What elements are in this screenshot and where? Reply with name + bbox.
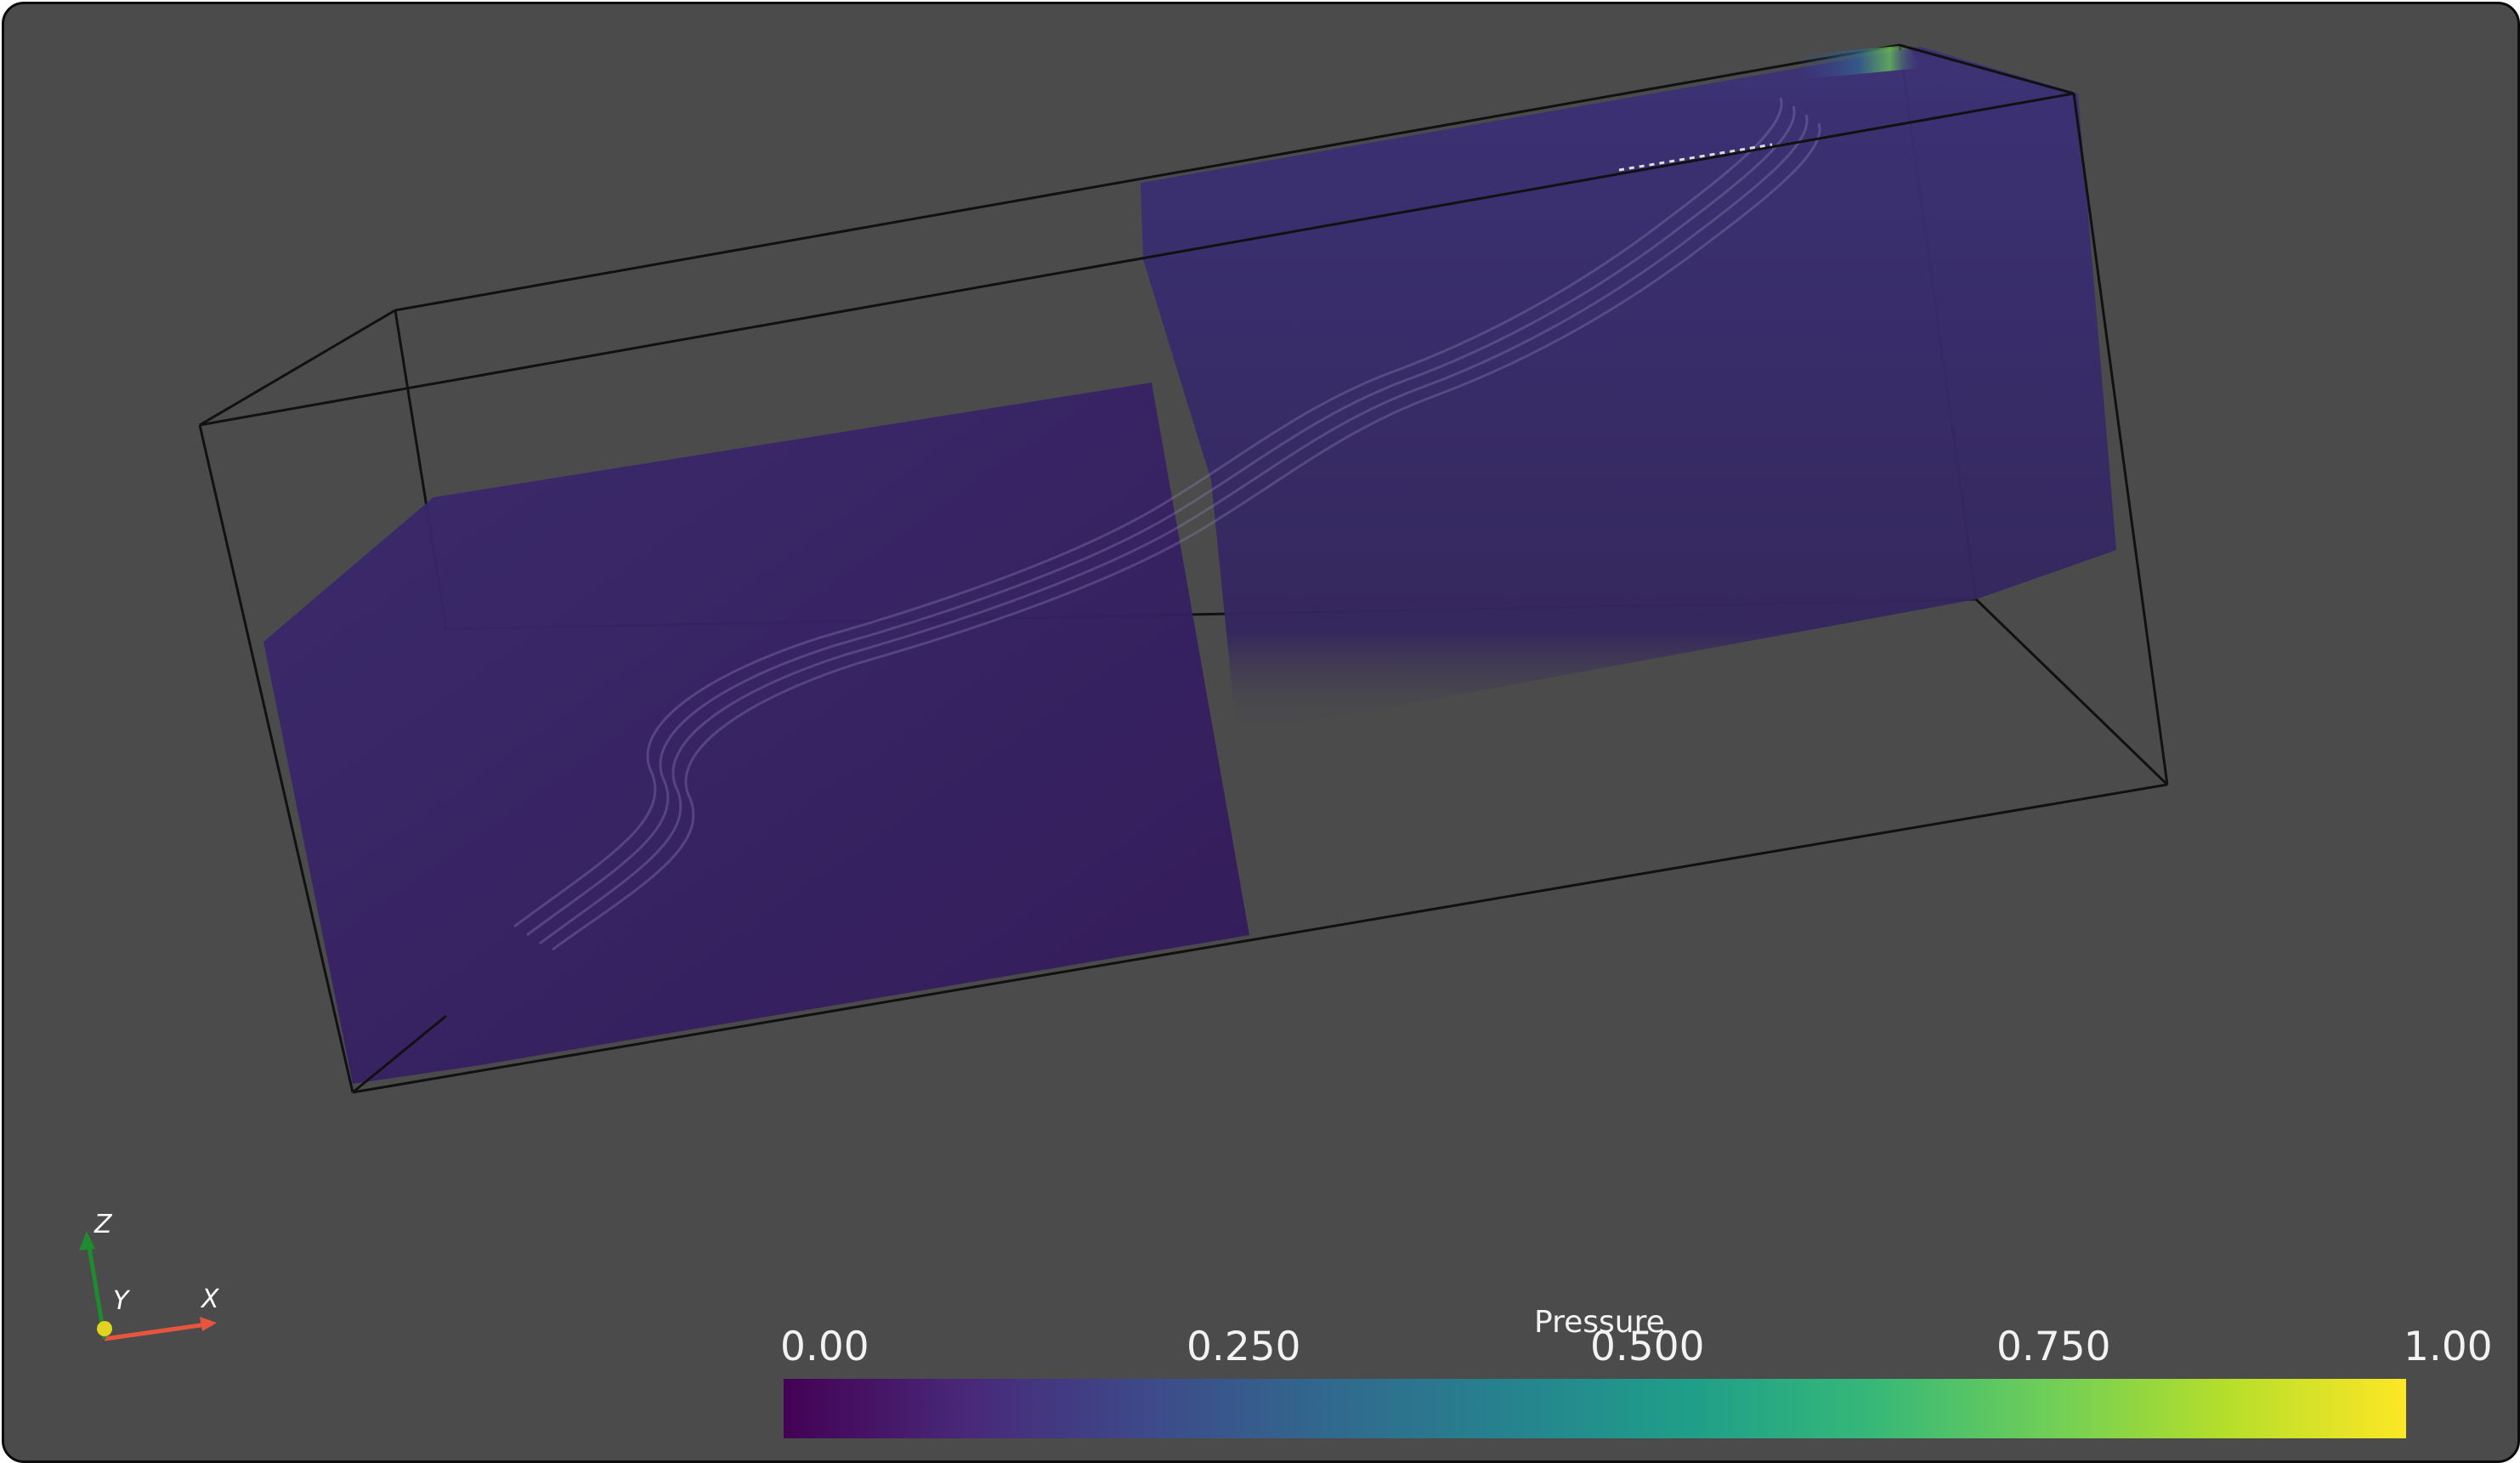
- colorbar-tick-0: 0.00: [780, 1324, 869, 1370]
- x-axis-arrow: [104, 1321, 213, 1341]
- colorbar-tick-4: 1.00: [2404, 1324, 2493, 1370]
- y-axis-dot: [97, 1321, 112, 1336]
- colorbar-tick-2: 0.500: [1590, 1324, 1705, 1370]
- colorbar-tick-1: 0.250: [1186, 1324, 1301, 1370]
- colorbar-title: Pressure: [1534, 1305, 1665, 1340]
- bounding-box-front-edges: [198, 43, 2169, 1094]
- streamlines: [513, 97, 1821, 951]
- volume-slab-front: [263, 383, 1249, 1084]
- colorbar-tick-3: 0.750: [1996, 1324, 2111, 1370]
- orientation-axes: [79, 1231, 217, 1341]
- x-axis-arrowhead: [200, 1317, 217, 1331]
- volume-render-scene[interactable]: [4, 4, 2520, 1463]
- z-axis-arrowhead: [79, 1231, 95, 1250]
- y-axis-label: Y: [113, 1286, 129, 1316]
- x-axis-label: X: [201, 1284, 219, 1314]
- colorbar-gradient: [784, 1379, 2406, 1438]
- z-axis-label: Z: [94, 1210, 112, 1239]
- high-pressure-patch: [1798, 45, 1921, 79]
- volume-slab-rear: [1141, 47, 2116, 735]
